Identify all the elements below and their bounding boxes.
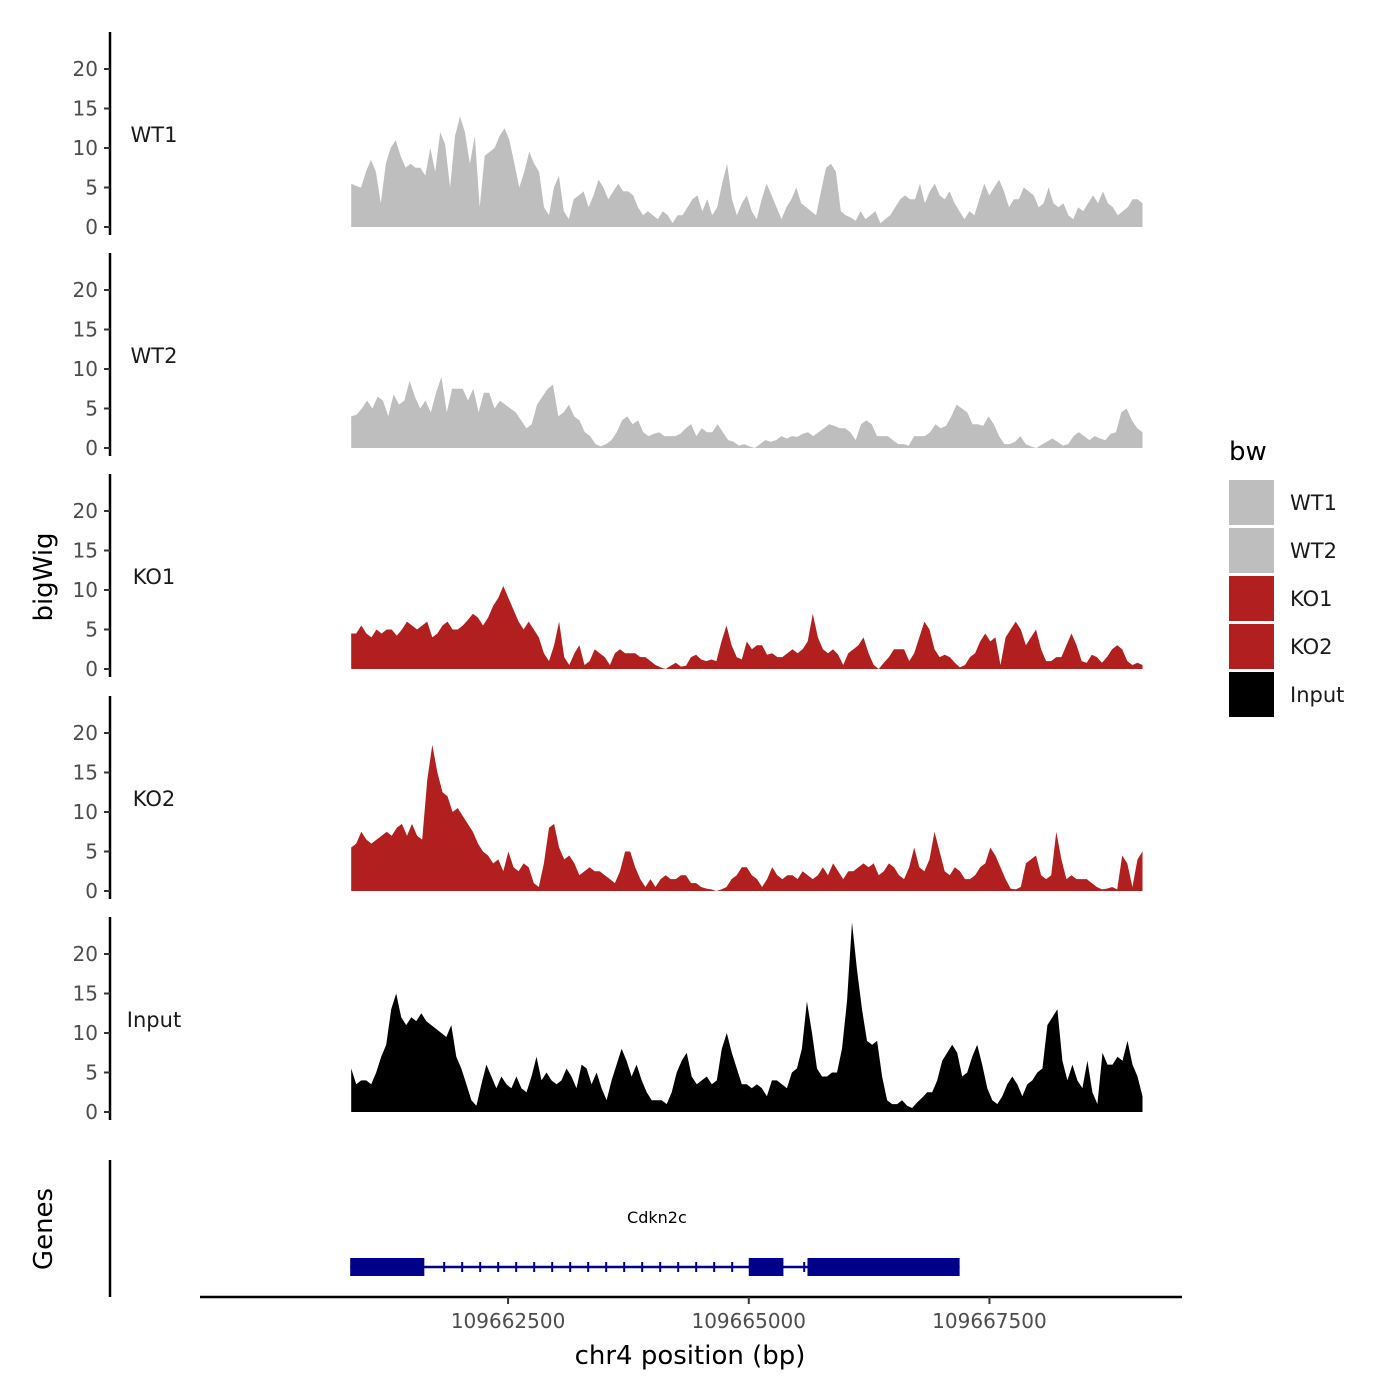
area-ko1	[351, 586, 1143, 669]
y-tick-label-ko2-15: 15	[73, 761, 98, 785]
y-axis-title-genes: Genes	[29, 1188, 59, 1270]
legend-swatch-wt1	[1229, 480, 1274, 525]
y-tick-label-wt1-5: 5	[85, 176, 98, 200]
gene-exon-1	[350, 1258, 425, 1276]
track-ko1: 0 5 10 15 20 KO1	[73, 474, 1143, 681]
legend-label-input: Input	[1290, 683, 1344, 707]
y-tick-label-wt2-10: 10	[73, 357, 98, 381]
y-tick-label-wt2-5: 5	[85, 397, 98, 421]
legend-label-ko1: KO1	[1290, 587, 1333, 611]
gene-exon-3	[807, 1258, 960, 1276]
legend-label-ko2: KO2	[1290, 635, 1333, 659]
track-label-wt2: WT2	[131, 344, 178, 368]
y-tick-label-input-5: 5	[85, 1061, 98, 1085]
y-tick-label-ko2-20: 20	[73, 721, 98, 745]
y-tick-label-ko1-10: 10	[73, 578, 98, 602]
y-tick-label-wt1-10: 10	[73, 136, 98, 160]
track-input: 0 5 10 15 20 Input	[73, 917, 1143, 1124]
y-tick-label-ko1-0: 0	[85, 657, 98, 681]
y-tick-label-input-10: 10	[73, 1021, 98, 1045]
y-tick-label-wt1-20: 20	[73, 57, 98, 81]
track-ko2: 0 5 10 15 20 KO2	[73, 696, 1143, 903]
y-tick-label-wt2-20: 20	[73, 278, 98, 302]
gene-exon-2	[748, 1258, 784, 1276]
x-tick-label-109667500: 109667500	[932, 1309, 1047, 1333]
legend-swatch-ko1	[1229, 576, 1274, 621]
track-label-input: Input	[127, 1008, 181, 1032]
track-label-ko2: KO2	[133, 787, 176, 811]
y-tick-label-input-15: 15	[73, 982, 98, 1006]
x-tick-label-109665000: 109665000	[691, 1309, 806, 1333]
y-tick-label-wt1-15: 15	[73, 97, 98, 121]
track-wt2: 0 5 10 15 20 WT2	[73, 253, 1143, 460]
y-tick-label-input-0: 0	[85, 1100, 98, 1124]
legend-label-wt1: WT1	[1290, 491, 1337, 515]
legend-swatch-ko2	[1229, 624, 1274, 669]
legend-label-wt2: WT2	[1290, 539, 1337, 563]
track-label-ko1: KO1	[133, 565, 176, 589]
area-wt2	[351, 376, 1143, 448]
x-tick-label-109662500: 109662500	[451, 1309, 566, 1333]
track-wt1: 0 5 10 15 20 WT1	[73, 32, 1143, 239]
legend-title: bw	[1229, 437, 1267, 467]
legend: bw WT1 WT2 KO1 KO2 Input	[1229, 437, 1344, 717]
y-tick-label-ko1-15: 15	[73, 539, 98, 563]
legend-swatch-input	[1229, 672, 1274, 717]
area-wt1	[351, 116, 1143, 227]
y-tick-label-ko2-5: 5	[85, 840, 98, 864]
gene-cdkn2c: Cdkn2c	[350, 1208, 960, 1276]
track-label-wt1: WT1	[131, 123, 178, 147]
y-tick-label-wt2-0: 0	[85, 436, 98, 460]
y-tick-label-ko1-5: 5	[85, 618, 98, 642]
area-ko2	[351, 744, 1143, 891]
y-tick-label-wt2-15: 15	[73, 318, 98, 342]
legend-swatch-wt2	[1229, 528, 1274, 573]
gene-panel: Cdkn2c	[108, 1160, 960, 1297]
y-tick-label-ko2-10: 10	[73, 800, 98, 824]
y-axis-title-bigwig: bigWig	[29, 532, 59, 621]
x-axis-title: chr4 position (bp)	[575, 1341, 806, 1371]
y-tick-label-input-20: 20	[73, 942, 98, 966]
y-tick-label-ko1-20: 20	[73, 499, 98, 523]
x-axis: 109662500 109665000 109667500	[200, 1295, 1182, 1333]
bigwig-tracks: 0 5 10 15 20 WT1 0 5 10 15 20 WT2 0 5 10 15 20 KO1 0 5 10 15 2…	[73, 32, 1143, 1124]
gene-label-cdkn2c: Cdkn2c	[627, 1208, 687, 1227]
y-tick-label-ko2-0: 0	[85, 879, 98, 903]
area-input	[351, 922, 1143, 1112]
y-tick-label-wt1-0: 0	[85, 215, 98, 239]
